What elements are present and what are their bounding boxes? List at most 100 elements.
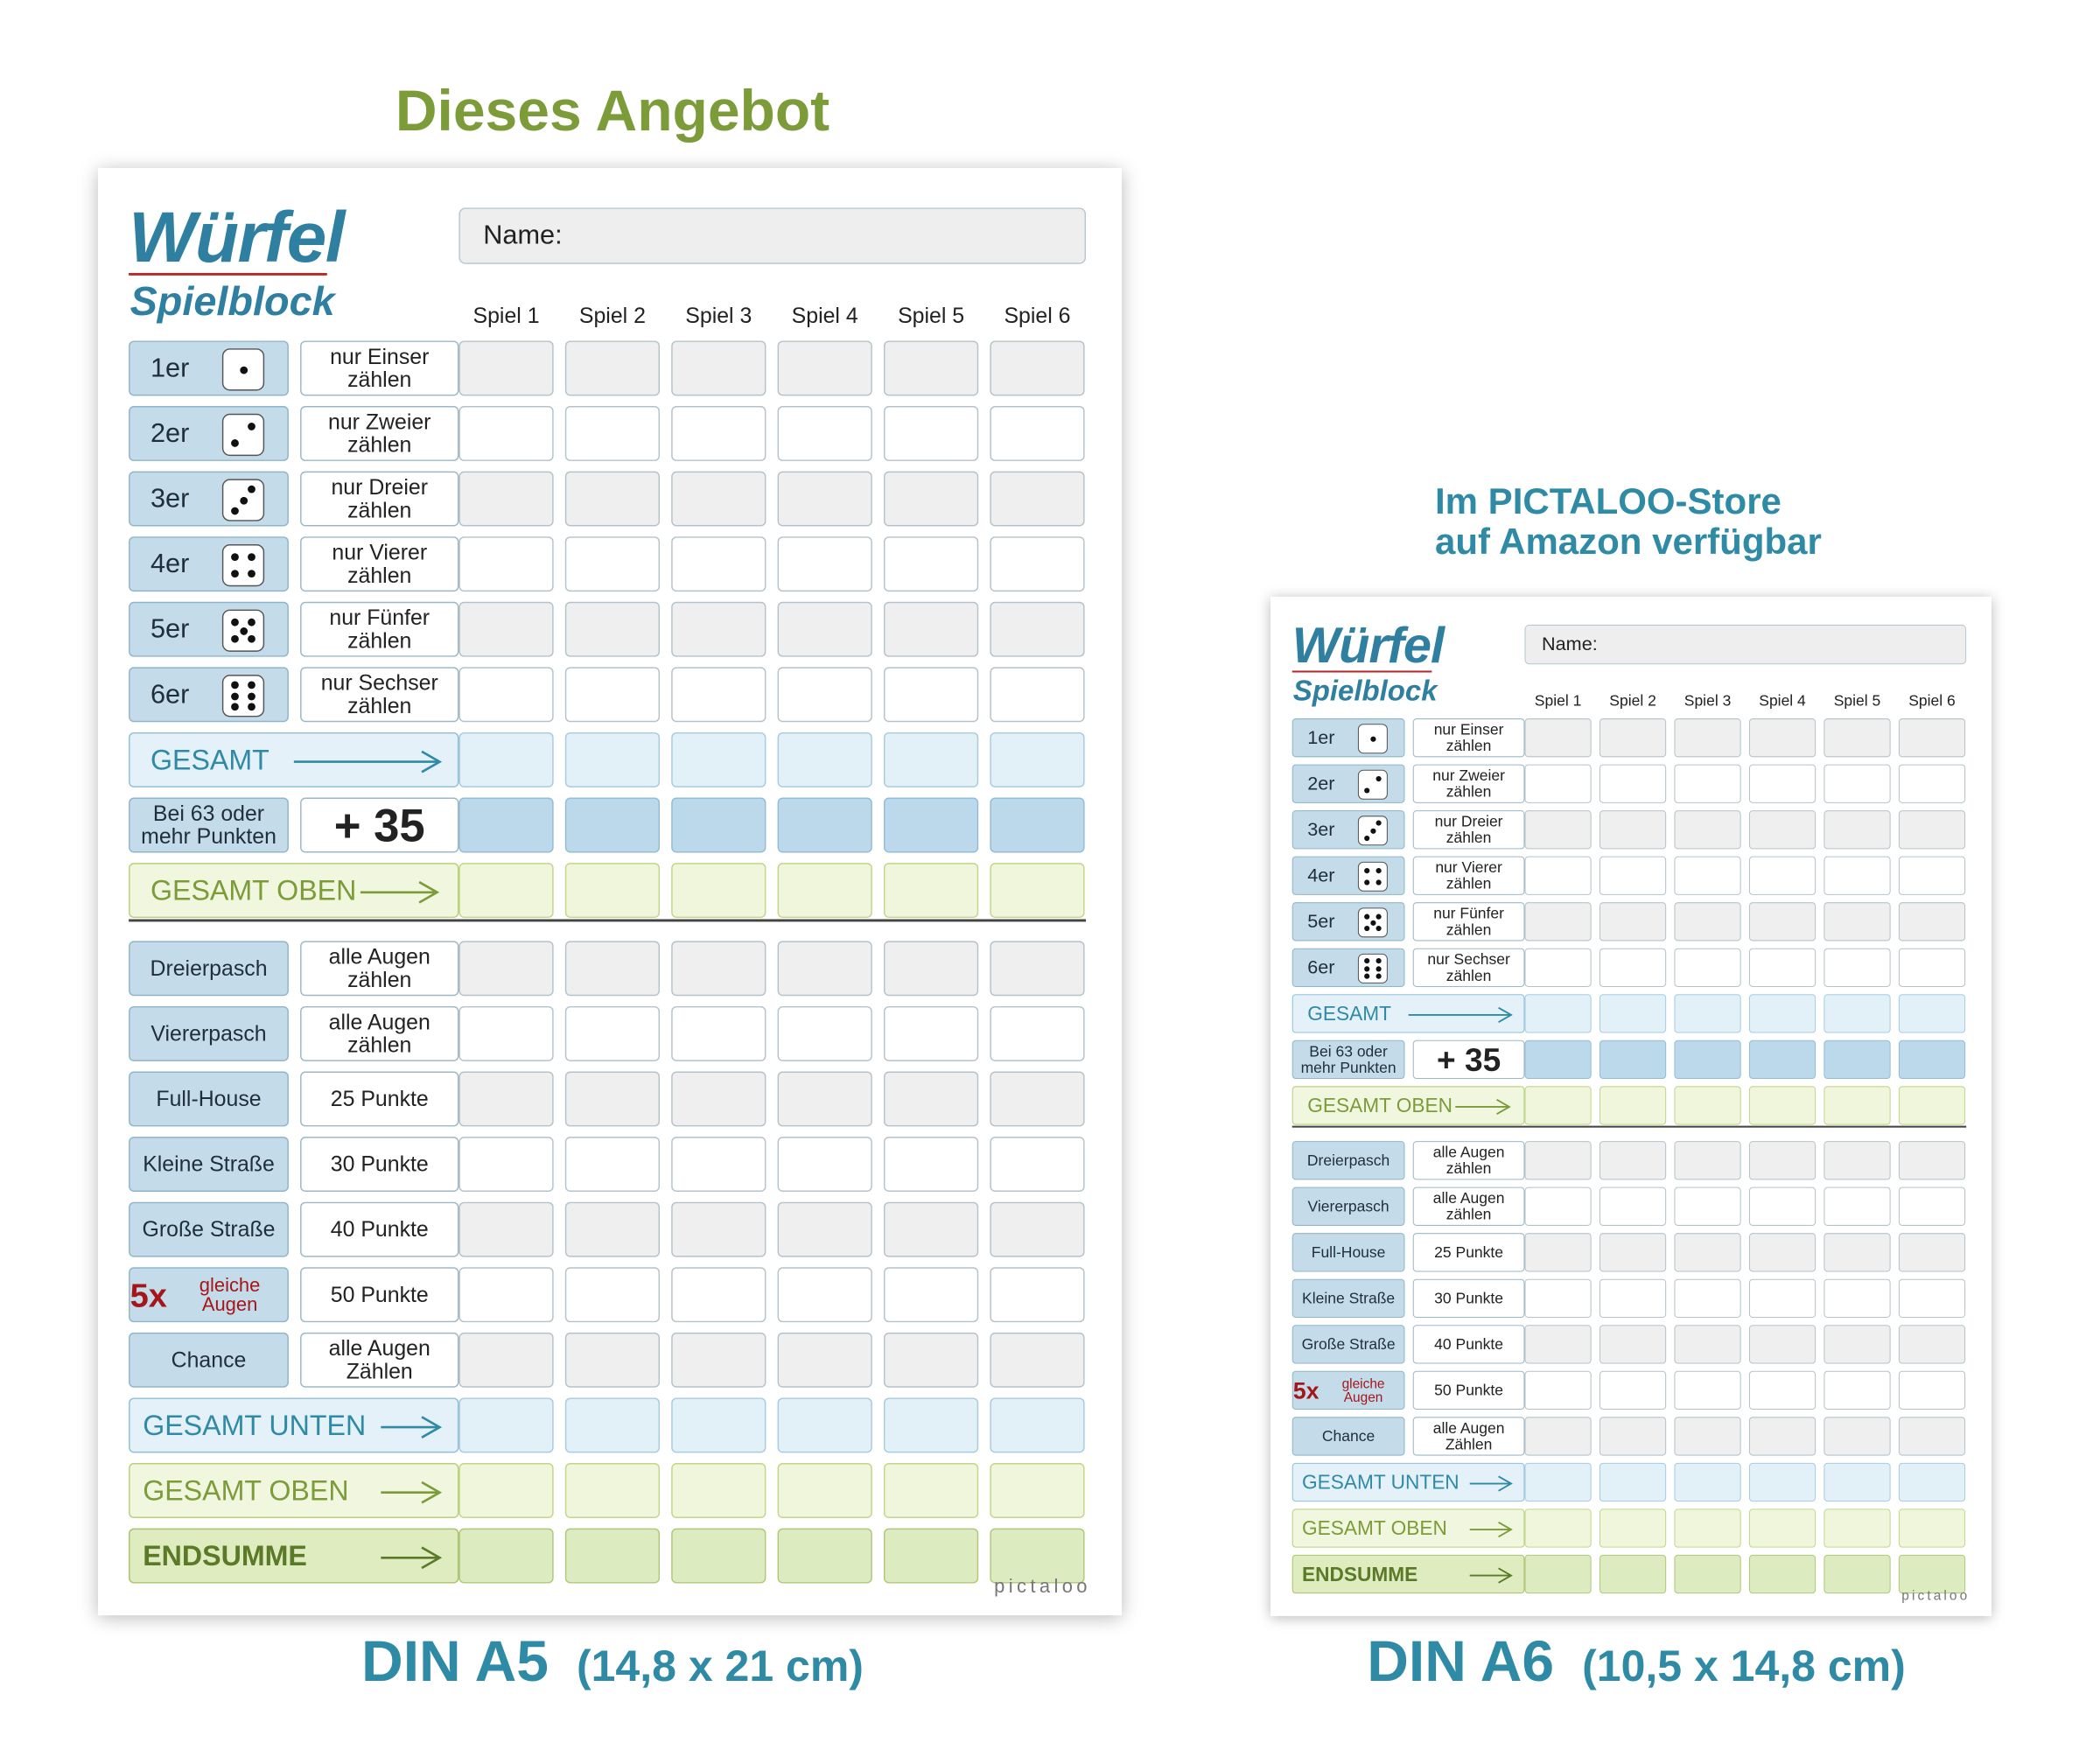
score-cell[interactable] (1674, 1141, 1741, 1180)
score-cell[interactable] (1674, 1554, 1741, 1594)
score-cell[interactable] (883, 667, 979, 723)
score-cell[interactable] (458, 536, 554, 592)
score-cell[interactable] (1748, 1554, 1816, 1594)
score-cell[interactable] (1599, 1040, 1667, 1080)
score-cell[interactable] (1748, 1233, 1816, 1272)
score-cell[interactable] (990, 406, 1085, 461)
score-cell[interactable] (1674, 1040, 1741, 1080)
score-cell[interactable] (1524, 1554, 1592, 1594)
score-cell[interactable] (1824, 1233, 1891, 1272)
score-cell[interactable] (883, 863, 979, 919)
score-cell[interactable] (1599, 718, 1667, 758)
score-cell[interactable] (1748, 856, 1816, 895)
score-cell[interactable] (777, 1528, 872, 1584)
score-cell[interactable] (990, 601, 1085, 657)
score-cell[interactable] (1824, 994, 1891, 1033)
score-cell[interactable] (564, 1201, 661, 1257)
score-cell[interactable] (671, 406, 766, 461)
score-cell[interactable] (990, 1267, 1085, 1323)
score-cell[interactable] (1898, 1141, 1966, 1180)
score-cell[interactable] (777, 406, 872, 461)
score-cell[interactable] (1524, 902, 1592, 942)
score-cell[interactable] (671, 732, 766, 788)
score-cell[interactable] (458, 340, 554, 396)
score-cell[interactable] (564, 667, 661, 723)
score-cell[interactable] (564, 1005, 661, 1061)
score-cell[interactable] (458, 1332, 554, 1388)
score-cell[interactable] (671, 1137, 766, 1192)
score-cell[interactable] (1674, 1325, 1741, 1364)
score-cell[interactable] (1599, 1086, 1667, 1125)
score-cell[interactable] (990, 1397, 1085, 1453)
score-cell[interactable] (990, 471, 1085, 527)
score-cell[interactable] (1524, 1370, 1592, 1410)
score-cell[interactable] (458, 732, 554, 788)
score-cell[interactable] (777, 941, 872, 997)
score-cell[interactable] (1898, 1370, 1966, 1410)
score-cell[interactable] (671, 797, 766, 853)
score-cell[interactable] (564, 536, 661, 592)
score-cell[interactable] (1524, 1086, 1592, 1125)
score-cell[interactable] (458, 601, 554, 657)
score-cell[interactable] (1524, 1508, 1592, 1548)
score-cell[interactable] (990, 340, 1085, 396)
score-cell[interactable] (1748, 1417, 1816, 1456)
score-cell[interactable] (671, 1071, 766, 1127)
score-cell[interactable] (1748, 764, 1816, 803)
score-cell[interactable] (1898, 1417, 1966, 1456)
score-cell[interactable] (1824, 1278, 1891, 1318)
score-cell[interactable] (1524, 810, 1592, 850)
score-cell[interactable] (1748, 718, 1816, 758)
score-cell[interactable] (1674, 902, 1741, 942)
score-cell[interactable] (1748, 902, 1816, 942)
score-cell[interactable] (1524, 764, 1592, 803)
score-cell[interactable] (883, 1137, 979, 1192)
score-cell[interactable] (1824, 1086, 1891, 1125)
score-cell[interactable] (1599, 810, 1667, 850)
score-cell[interactable] (564, 1463, 661, 1518)
score-cell[interactable] (1674, 1278, 1741, 1318)
score-cell[interactable] (1599, 856, 1667, 895)
score-cell[interactable] (1599, 994, 1667, 1033)
score-cell[interactable] (1599, 1278, 1667, 1318)
score-cell[interactable] (1748, 1325, 1816, 1364)
score-cell[interactable] (1824, 1141, 1891, 1180)
score-cell[interactable] (777, 863, 872, 919)
score-cell[interactable] (883, 1528, 979, 1584)
score-cell[interactable] (671, 1332, 766, 1388)
score-cell[interactable] (1898, 902, 1966, 942)
score-cell[interactable] (1674, 1233, 1741, 1272)
score-cell[interactable] (671, 941, 766, 997)
score-cell[interactable] (564, 1267, 661, 1323)
score-cell[interactable] (1748, 1508, 1816, 1548)
score-cell[interactable] (777, 667, 872, 723)
score-cell[interactable] (990, 1528, 1085, 1584)
score-cell[interactable] (1824, 902, 1891, 942)
score-cell[interactable] (1748, 810, 1816, 850)
score-cell[interactable] (883, 1201, 979, 1257)
score-cell[interactable] (1898, 1462, 1966, 1502)
score-cell[interactable] (458, 667, 554, 723)
score-cell[interactable] (1524, 1417, 1592, 1456)
score-cell[interactable] (458, 863, 554, 919)
score-cell[interactable] (671, 863, 766, 919)
score-cell[interactable] (671, 1201, 766, 1257)
score-cell[interactable] (1898, 1325, 1966, 1364)
score-cell[interactable] (1824, 810, 1891, 850)
score-cell[interactable] (564, 406, 661, 461)
score-cell[interactable] (777, 601, 872, 657)
score-cell[interactable] (1824, 856, 1891, 895)
score-cell[interactable] (883, 340, 979, 396)
score-cell[interactable] (1748, 1462, 1816, 1502)
score-cell[interactable] (777, 1397, 872, 1453)
score-cell[interactable] (883, 536, 979, 592)
score-cell[interactable] (1748, 1370, 1816, 1410)
score-cell[interactable] (1524, 1186, 1592, 1226)
score-cell[interactable] (1674, 1186, 1741, 1226)
score-cell[interactable] (564, 732, 661, 788)
score-cell[interactable] (777, 1332, 872, 1388)
score-cell[interactable] (883, 601, 979, 657)
score-cell[interactable] (1824, 948, 1891, 987)
score-cell[interactable] (1898, 718, 1966, 758)
score-cell[interactable] (777, 536, 872, 592)
